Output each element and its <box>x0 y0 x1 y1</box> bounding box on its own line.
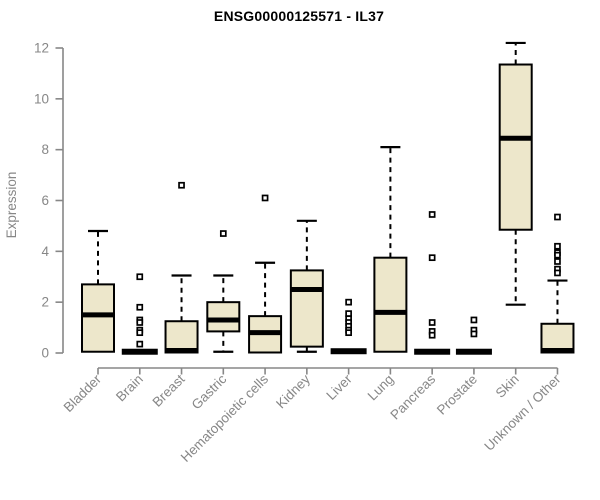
x-category-label: Skin <box>493 372 522 401</box>
y-tick-label: 6 <box>41 193 49 208</box>
iqr-box <box>206 301 241 333</box>
x-category-label: Lung <box>365 372 397 404</box>
collapsed-box <box>455 348 492 355</box>
boxplot-hematopoietic-cells <box>248 194 283 354</box>
y-tick-label: 4 <box>41 244 49 259</box>
y-tick-label: 10 <box>34 91 49 106</box>
x-category-label: Bladder <box>61 371 105 415</box>
x-category-label: Kidney <box>273 371 313 411</box>
outlier-point <box>136 273 144 281</box>
y-axis: 0 2 4 6 8 10 12 <box>34 40 64 361</box>
x-category-label: Unknown / Other <box>481 371 564 454</box>
iqr-box <box>373 256 408 353</box>
boxplot-prostate <box>455 316 492 355</box>
outlier-point <box>554 258 561 265</box>
y-tick-label: 12 <box>34 40 49 55</box>
outlier-point <box>136 303 144 311</box>
x-category-label: Prostate <box>434 372 480 418</box>
y-tick-label: 8 <box>41 142 49 157</box>
boxplot-gastric <box>206 230 241 353</box>
outlier-point <box>261 194 269 202</box>
outlier-point <box>428 254 436 262</box>
x-category-label: Brain <box>113 372 146 405</box>
outlier-point <box>554 213 561 221</box>
y-tick-label: 0 <box>41 346 49 361</box>
iqr-box <box>81 283 115 353</box>
outlier-point <box>345 329 352 337</box>
outlier-point <box>554 242 561 250</box>
iqr-box <box>498 63 533 231</box>
boxplot-brain <box>121 273 158 355</box>
outlier-point <box>428 211 436 218</box>
outlier-point <box>428 319 436 326</box>
collapsed-box <box>414 348 451 355</box>
chart-title: ENSG00000125571 - IL37 <box>213 8 385 24</box>
boxplot-bladder <box>81 229 115 353</box>
y-tick-label: 2 <box>41 295 49 310</box>
iqr-box <box>164 320 199 354</box>
boxplot-unknown-other <box>540 213 575 354</box>
outlier-point <box>470 330 478 338</box>
boxplot-lung <box>373 146 408 353</box>
x-category-label: Gastric <box>189 371 230 412</box>
iqr-box <box>289 269 324 348</box>
outlier-point <box>428 331 436 339</box>
outlier-point <box>136 329 144 337</box>
outlier-point <box>345 298 352 306</box>
boxplot-breast <box>164 181 199 354</box>
outlier-point <box>178 181 185 189</box>
boxplot-liver <box>330 298 367 355</box>
outlier-point <box>219 230 227 237</box>
collapsed-box <box>330 348 367 355</box>
boxplot-pancreas <box>414 211 451 355</box>
outlier-point <box>554 269 561 277</box>
x-category-label: Breast <box>149 371 187 409</box>
x-category-label: Pancreas <box>387 371 438 422</box>
boxplot-kidney <box>289 219 324 353</box>
outlier-point <box>554 251 561 259</box>
boxplot-skin <box>498 41 533 306</box>
collapsed-box <box>121 348 158 355</box>
outlier-point <box>470 316 478 324</box>
outlier-point <box>136 340 144 348</box>
x-category-label: Liver <box>323 371 355 403</box>
outlier-point <box>136 319 144 326</box>
